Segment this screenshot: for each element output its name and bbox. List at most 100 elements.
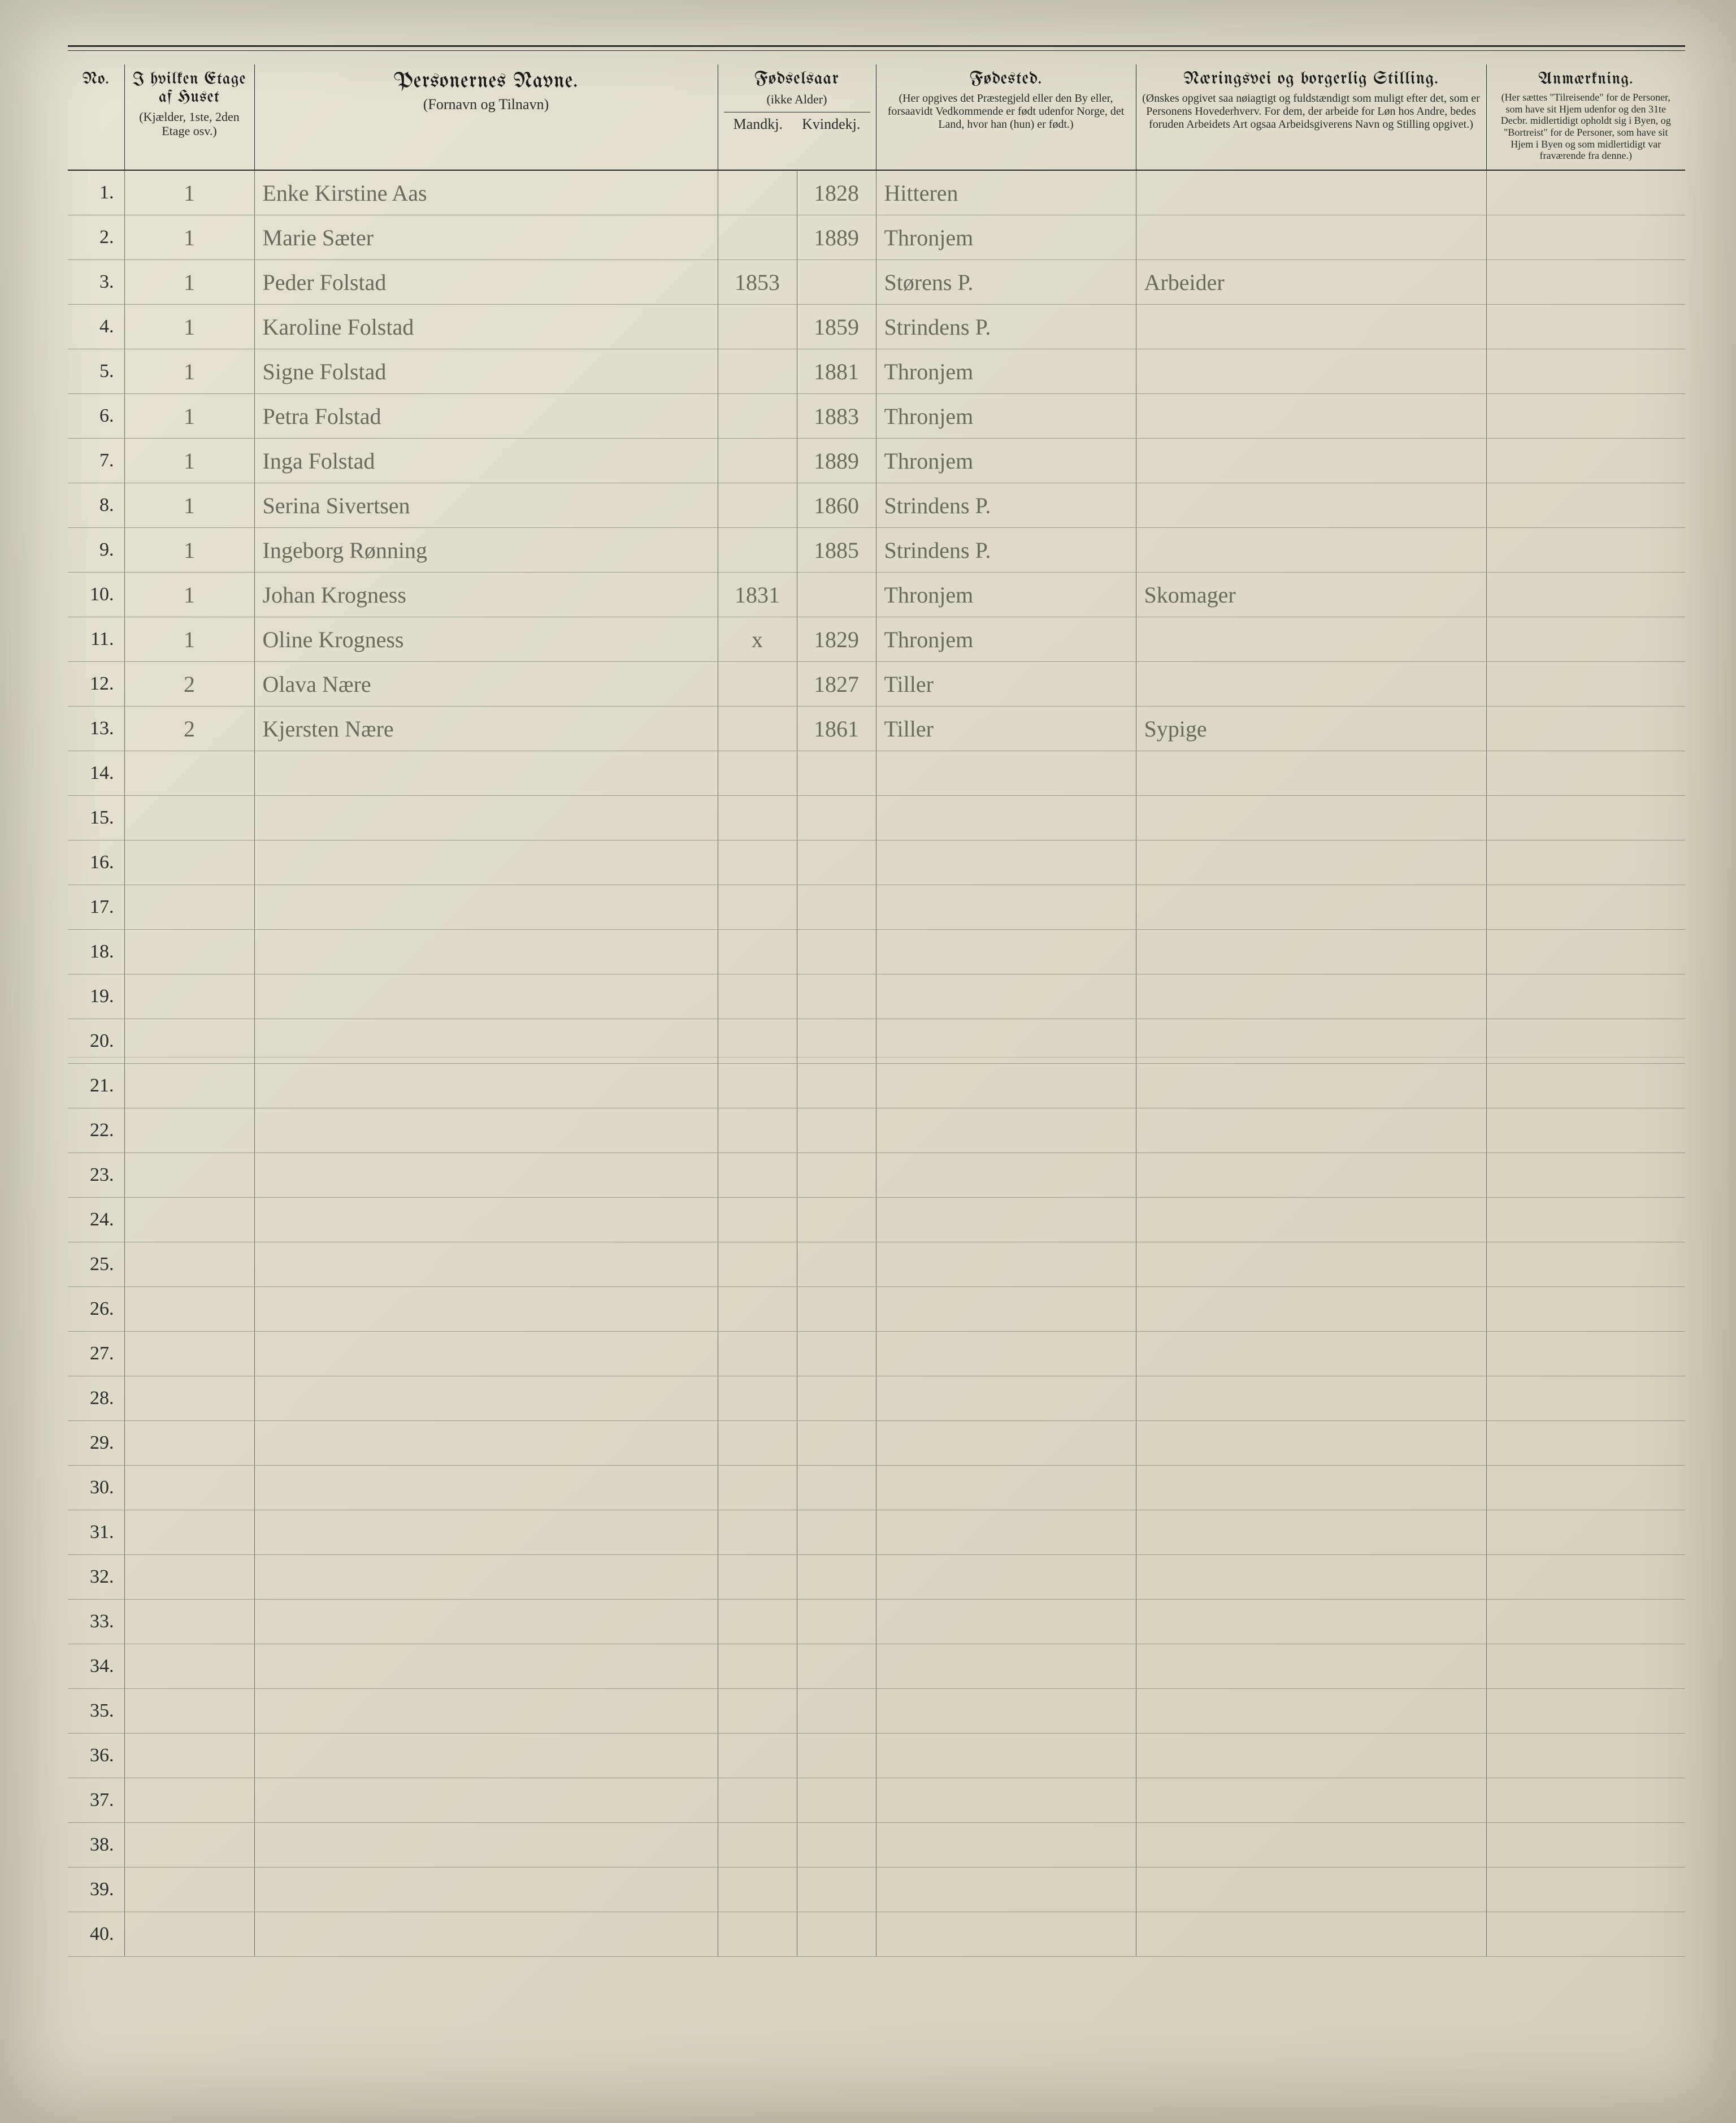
cell-navn — [254, 1823, 718, 1868]
cell-sted: Strindens P. — [876, 528, 1136, 573]
cell-etage: 1 — [124, 528, 254, 573]
cell-aar-m — [718, 1242, 797, 1287]
row-number: 33. — [68, 1600, 124, 1644]
cell-aar-m: 1853 — [718, 260, 797, 305]
cell-stilling — [1136, 840, 1486, 885]
cell-anm — [1486, 1064, 1685, 1108]
cell-stilling — [1136, 439, 1486, 483]
cell-aar-m — [718, 305, 797, 349]
cell-aar-k — [797, 1689, 876, 1734]
col-header-navn: Personernes Navne. (Fornavn og Tilnavn) — [254, 64, 718, 170]
cell-navn — [254, 974, 718, 1019]
cell-etage: 2 — [124, 662, 254, 707]
cell-sted — [876, 1064, 1136, 1108]
cell-sted: Thronjem — [876, 215, 1136, 260]
cell-anm — [1486, 305, 1685, 349]
cell-aar-m — [718, 1555, 797, 1600]
cell-navn — [254, 796, 718, 840]
hdr-aar-title: Fødselsaar — [724, 70, 870, 89]
cell-aar-m — [718, 707, 797, 751]
cell-stilling — [1136, 1421, 1486, 1466]
row-number: 17. — [68, 885, 124, 930]
cell-etage — [124, 840, 254, 885]
row-number: 18. — [68, 930, 124, 974]
cell-aar-k: 1827 — [797, 662, 876, 707]
cell-sted — [876, 1242, 1136, 1287]
cell-stilling — [1136, 1242, 1486, 1287]
cell-aar-m — [718, 930, 797, 974]
cell-etage — [124, 1734, 254, 1778]
cell-stilling: Arbeider — [1136, 260, 1486, 305]
cell-etage — [124, 930, 254, 974]
cell-navn — [254, 1466, 718, 1510]
cell-etage — [124, 1823, 254, 1868]
cell-aar-m: 1831 — [718, 573, 797, 617]
cell-sted: Tiller — [876, 707, 1136, 751]
table-row: 35. — [68, 1689, 1685, 1734]
row-number: 37. — [68, 1778, 124, 1823]
row-number: 32. — [68, 1555, 124, 1600]
cell-navn — [254, 1332, 718, 1376]
cell-etage — [124, 1242, 254, 1287]
cell-stilling — [1136, 974, 1486, 1019]
cell-navn — [254, 885, 718, 930]
table-row: 25. — [68, 1242, 1685, 1287]
cell-navn — [254, 1198, 718, 1242]
col-header-aar: Fødselsaar (ikke Alder) Mandkj. Kvindekj… — [718, 64, 876, 170]
table-row: 18. — [68, 930, 1685, 974]
cell-sted — [876, 885, 1136, 930]
cell-stilling — [1136, 796, 1486, 840]
cell-sted — [876, 840, 1136, 885]
cell-navn — [254, 840, 718, 885]
cell-stilling — [1136, 1376, 1486, 1421]
cell-etage — [124, 1376, 254, 1421]
table-row: 16. — [68, 840, 1685, 885]
hdr-etage-title: I hvilken Etage af Huset — [131, 70, 249, 106]
cell-aar-k — [797, 751, 876, 796]
cell-aar-k — [797, 1600, 876, 1644]
cell-anm — [1486, 1198, 1685, 1242]
cell-aar-k — [797, 1466, 876, 1510]
cell-sted: Thronjem — [876, 439, 1136, 483]
table-row: 9.1Ingeborg Rønning1885Strindens P. — [68, 528, 1685, 573]
cell-sted — [876, 930, 1136, 974]
cell-aar-k — [797, 1108, 876, 1153]
cell-aar-m — [718, 439, 797, 483]
hdr-etage-sub: (Kjælder, 1ste, 2den Etage osv.) — [131, 110, 249, 138]
cell-stilling — [1136, 1912, 1486, 1957]
cell-aar-k — [797, 1153, 876, 1198]
table-row: 32. — [68, 1555, 1685, 1600]
table-row: 36. — [68, 1734, 1685, 1778]
col-header-anm: Anmærkning. (Her sættes "Tilreisende" fo… — [1486, 64, 1685, 170]
row-number: 8. — [68, 483, 124, 528]
cell-anm — [1486, 394, 1685, 439]
cell-anm — [1486, 1555, 1685, 1600]
hdr-sted-sub: (Her opgives det Præstegjeld eller den B… — [882, 92, 1130, 131]
cell-etage: 1 — [124, 573, 254, 617]
row-number: 1. — [68, 170, 124, 215]
cell-aar-m — [718, 1644, 797, 1689]
cell-anm — [1486, 707, 1685, 751]
cell-aar-m — [718, 796, 797, 840]
cell-aar-k: 1881 — [797, 349, 876, 394]
cell-etage: 1 — [124, 170, 254, 215]
cell-stilling — [1136, 662, 1486, 707]
cell-stilling — [1136, 349, 1486, 394]
cell-aar-m — [718, 170, 797, 215]
cell-navn: Karoline Folstad — [254, 305, 718, 349]
cell-navn — [254, 1287, 718, 1332]
cell-etage: 1 — [124, 305, 254, 349]
cell-aar-k: 1885 — [797, 528, 876, 573]
cell-stilling — [1136, 1332, 1486, 1376]
cell-sted — [876, 1689, 1136, 1734]
cell-etage — [124, 1108, 254, 1153]
ledger-table: No. I hvilken Etage af Huset (Kjælder, 1… — [68, 64, 1685, 1957]
cell-aar-m — [718, 1376, 797, 1421]
row-number: 4. — [68, 305, 124, 349]
cell-anm — [1486, 840, 1685, 885]
cell-anm — [1486, 170, 1685, 215]
table-row: 28. — [68, 1376, 1685, 1421]
cell-navn: Oline Krogness — [254, 617, 718, 662]
cell-sted — [876, 796, 1136, 840]
row-number: 10. — [68, 573, 124, 617]
